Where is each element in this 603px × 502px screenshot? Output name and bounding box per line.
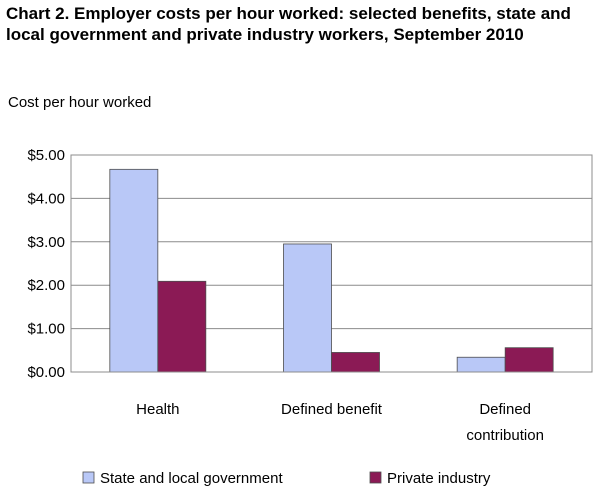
chart-title: Chart 2. Employer costs per hour worked:… bbox=[6, 4, 571, 44]
y-tick-label: $3.00 bbox=[27, 234, 65, 251]
legend-swatch bbox=[369, 471, 382, 484]
x-category-label: Health bbox=[136, 401, 179, 418]
y-tick-label: $0.00 bbox=[27, 364, 65, 381]
y-tick-label: $4.00 bbox=[27, 190, 65, 207]
x-category-label: contribution bbox=[466, 427, 544, 444]
bar bbox=[456, 356, 506, 373]
legend-label: State and local government bbox=[100, 470, 283, 487]
bar bbox=[283, 243, 332, 373]
x-axis-category-labels: Health Defined benefit Defined contribution bbox=[136, 401, 544, 444]
legend-swatch bbox=[82, 471, 95, 484]
bar bbox=[157, 280, 207, 373]
bar bbox=[331, 352, 380, 373]
x-category-label: Defined benefit bbox=[281, 401, 383, 418]
y-tick-label: $5.00 bbox=[27, 147, 65, 164]
bars bbox=[109, 168, 554, 373]
bar bbox=[109, 168, 159, 373]
y-axis-tick-labels: $0.00 $1.00 $2.00 $3.00 $4.00 $5.00 bbox=[27, 147, 65, 381]
legend-label: Private industry bbox=[387, 470, 491, 487]
legend: State and local government Private indust… bbox=[82, 470, 491, 487]
y-tick-label: $2.00 bbox=[27, 277, 65, 294]
x-category-label: Defined bbox=[479, 401, 531, 418]
bar bbox=[504, 347, 554, 373]
y-tick-label: $1.00 bbox=[27, 321, 65, 338]
y-axis-title: Cost per hour worked bbox=[8, 94, 151, 111]
